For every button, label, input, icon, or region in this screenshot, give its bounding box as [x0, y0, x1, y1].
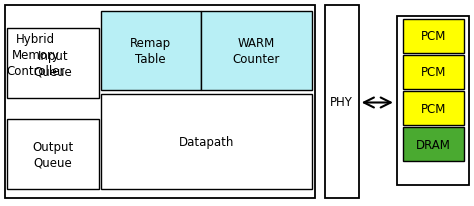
Bar — [397, 16, 469, 185]
Bar — [7, 29, 99, 99]
Bar — [403, 56, 464, 90]
Text: PCM: PCM — [420, 30, 446, 43]
Bar — [403, 92, 464, 126]
Text: Datapath: Datapath — [179, 136, 234, 149]
Text: Remap
Table: Remap Table — [130, 37, 171, 66]
Text: Input
Queue: Input Queue — [34, 49, 72, 78]
Text: Output
Queue: Output Queue — [32, 140, 73, 169]
Text: DRAM: DRAM — [416, 138, 451, 151]
Text: WARM
Counter: WARM Counter — [233, 37, 280, 66]
Bar — [7, 119, 99, 190]
Text: PCM: PCM — [420, 102, 446, 115]
Bar — [403, 20, 464, 54]
Text: PCM: PCM — [420, 66, 446, 79]
Bar — [325, 6, 359, 198]
Bar — [403, 128, 464, 162]
Text: PHY: PHY — [330, 96, 353, 108]
Bar — [101, 12, 201, 91]
Text: Hybrid
Memory
Controller: Hybrid Memory Controller — [6, 33, 65, 78]
Bar — [5, 6, 315, 198]
Bar — [201, 12, 312, 91]
Bar — [101, 95, 312, 190]
